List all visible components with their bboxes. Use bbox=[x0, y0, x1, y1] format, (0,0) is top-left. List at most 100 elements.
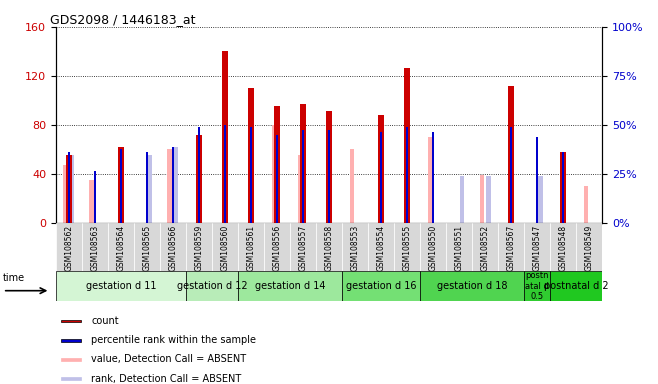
Bar bbox=[498, 223, 524, 271]
Bar bbox=[420, 223, 446, 271]
Text: GSM108553: GSM108553 bbox=[351, 225, 359, 271]
Bar bbox=[82, 223, 108, 271]
Bar bbox=[174, 147, 178, 223]
Text: count: count bbox=[91, 316, 119, 326]
Bar bbox=[420, 271, 524, 301]
Text: value, Detection Call = ABSENT: value, Detection Call = ABSENT bbox=[91, 354, 247, 364]
Bar bbox=[108, 223, 134, 271]
Text: gestation d 12: gestation d 12 bbox=[176, 281, 247, 291]
Bar bbox=[186, 271, 238, 301]
Text: gestation d 14: gestation d 14 bbox=[255, 281, 325, 291]
Text: GSM108548: GSM108548 bbox=[559, 225, 568, 271]
Bar bbox=[222, 51, 228, 223]
Bar bbox=[61, 377, 80, 380]
Bar bbox=[264, 223, 290, 271]
Bar bbox=[249, 127, 252, 223]
Text: gestation d 18: gestation d 18 bbox=[437, 281, 507, 291]
Bar bbox=[524, 271, 550, 301]
Bar bbox=[510, 127, 513, 223]
Bar bbox=[460, 176, 465, 223]
Bar bbox=[56, 271, 186, 301]
Bar bbox=[160, 223, 186, 271]
Text: GDS2098 / 1446183_at: GDS2098 / 1446183_at bbox=[51, 13, 196, 26]
Bar bbox=[61, 339, 80, 342]
Bar bbox=[134, 223, 160, 271]
Text: GSM108564: GSM108564 bbox=[116, 225, 126, 271]
Bar bbox=[406, 127, 409, 223]
Bar bbox=[328, 130, 330, 223]
Text: GSM108562: GSM108562 bbox=[64, 225, 74, 271]
Bar bbox=[368, 223, 394, 271]
Bar bbox=[380, 132, 382, 223]
Text: GSM108565: GSM108565 bbox=[142, 225, 151, 271]
Bar bbox=[378, 115, 384, 223]
Bar bbox=[561, 152, 566, 223]
Bar bbox=[196, 135, 201, 223]
Bar bbox=[550, 271, 602, 301]
Bar bbox=[394, 223, 420, 271]
Bar bbox=[301, 104, 305, 223]
Text: GSM108559: GSM108559 bbox=[195, 225, 203, 271]
Bar bbox=[342, 271, 420, 301]
Bar bbox=[168, 149, 172, 223]
Bar bbox=[405, 68, 410, 223]
Bar bbox=[224, 125, 226, 223]
Bar bbox=[70, 156, 74, 223]
Bar bbox=[524, 223, 550, 271]
Bar bbox=[63, 165, 68, 223]
Bar bbox=[61, 358, 80, 361]
Bar bbox=[276, 135, 278, 223]
Bar bbox=[290, 223, 316, 271]
Bar bbox=[212, 223, 238, 271]
Text: gestation d 11: gestation d 11 bbox=[86, 281, 156, 291]
Text: GSM108567: GSM108567 bbox=[507, 225, 516, 271]
Text: GSM108561: GSM108561 bbox=[247, 225, 255, 271]
Text: time: time bbox=[3, 273, 25, 283]
Bar bbox=[89, 180, 94, 223]
Text: GSM108552: GSM108552 bbox=[480, 225, 490, 271]
Bar bbox=[56, 223, 82, 271]
Bar bbox=[432, 132, 434, 223]
Text: GSM108547: GSM108547 bbox=[532, 225, 542, 271]
Bar bbox=[302, 130, 304, 223]
Bar bbox=[538, 176, 542, 223]
Text: GSM108550: GSM108550 bbox=[428, 225, 438, 271]
Bar bbox=[326, 111, 332, 223]
Text: GSM108549: GSM108549 bbox=[584, 225, 594, 271]
Text: GSM108554: GSM108554 bbox=[376, 225, 386, 271]
Text: GSM108551: GSM108551 bbox=[455, 225, 463, 271]
Bar bbox=[509, 86, 514, 223]
Bar bbox=[272, 125, 276, 223]
Bar bbox=[148, 156, 153, 223]
Bar bbox=[120, 149, 122, 223]
Text: GSM108555: GSM108555 bbox=[403, 225, 411, 271]
Bar bbox=[342, 223, 368, 271]
Bar bbox=[550, 223, 576, 271]
Bar bbox=[66, 156, 72, 223]
Text: GSM108558: GSM108558 bbox=[324, 225, 334, 271]
Bar bbox=[316, 223, 342, 271]
Bar bbox=[274, 106, 280, 223]
Bar bbox=[480, 175, 484, 223]
Bar bbox=[118, 147, 124, 223]
Bar bbox=[68, 152, 70, 223]
Text: GSM108560: GSM108560 bbox=[220, 225, 230, 271]
Bar bbox=[145, 152, 148, 223]
Text: postn
atal d
0.5: postn atal d 0.5 bbox=[525, 271, 549, 301]
Bar bbox=[186, 223, 212, 271]
Bar bbox=[172, 147, 174, 223]
Bar bbox=[349, 149, 354, 223]
Bar bbox=[238, 223, 264, 271]
Bar bbox=[238, 271, 342, 301]
Bar bbox=[93, 171, 96, 223]
Bar bbox=[486, 176, 490, 223]
Text: gestation d 16: gestation d 16 bbox=[345, 281, 417, 291]
Bar bbox=[297, 156, 302, 223]
Bar bbox=[428, 137, 432, 223]
Text: GSM108556: GSM108556 bbox=[272, 225, 282, 271]
Text: postnatal d 2: postnatal d 2 bbox=[544, 281, 609, 291]
Text: GSM108557: GSM108557 bbox=[299, 225, 307, 271]
Text: rank, Detection Call = ABSENT: rank, Detection Call = ABSENT bbox=[91, 374, 241, 384]
Bar bbox=[562, 152, 565, 223]
Bar bbox=[536, 137, 538, 223]
